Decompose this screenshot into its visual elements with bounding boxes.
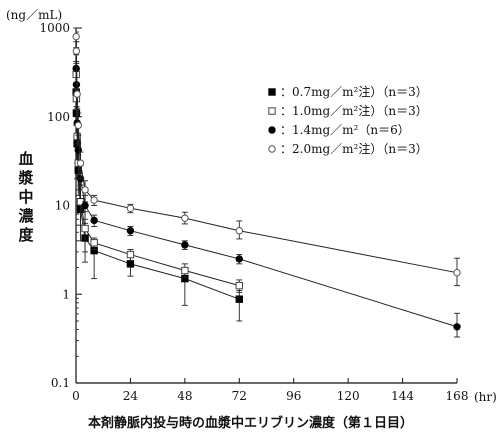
data-point [81,224,89,233]
data-point [126,204,135,212]
y-tick-label: 1 [62,287,70,301]
data-point [181,241,189,249]
y-axis-label: 血漿中濃度 [18,150,34,244]
data-point [235,227,243,235]
legend-entry: ：1.4mg／m²（n＝6） [280,123,410,137]
data-point [81,201,89,210]
data-point [90,239,98,247]
data-point [126,260,135,268]
data-point [90,216,98,225]
legend-entry: ：1.0mg／m²注）（n＝3） [280,103,428,118]
data-point [73,90,81,98]
data-point [235,295,243,303]
data-point [72,80,81,89]
x-tick-label: 0 [72,389,80,403]
data-point [453,268,461,277]
legend-marker [268,145,276,153]
data-point [81,186,89,194]
x-axis-label: 本剤静脈内投与時の血漿中エリブリン濃度（第１日目） [87,416,413,431]
series-line-2 [75,74,240,287]
data-point [74,121,82,130]
data-point [126,250,135,259]
x-tick-label: 120 [337,389,360,403]
legend-entry: ：2.0mg／m²注）（n＝3） [280,141,428,156]
data-point [90,196,98,204]
y-axis-unit: (ng／mL) [6,8,63,22]
data-point [72,32,80,41]
x-tick-label: 168 [446,389,469,403]
x-tick-label: 24 [123,389,139,403]
y-tick-label: 1000 [39,21,70,35]
y-tick-label: 100 [47,110,70,124]
legend-marker [268,88,276,96]
x-tick-label: 96 [286,389,301,403]
x-tick-label: 144 [391,389,414,403]
x-axis-unit: (hr) [474,390,497,404]
data-point [235,281,243,290]
y-tick-label: 10 [55,199,70,213]
data-point [126,227,135,235]
data-point [453,323,461,331]
legend-marker [268,107,276,115]
x-tick-label: 72 [232,389,247,403]
data-point [76,159,85,167]
legend-entry: ：0.7mg／m²注）（n＝3） [280,84,428,99]
data-point [72,47,81,55]
series-line-1 [75,92,240,300]
data-point [181,214,189,222]
x-tick-label: 48 [177,389,192,403]
legend-marker [268,126,276,134]
y-tick-label: 0.1 [51,376,70,390]
data-point [181,266,189,275]
data-point [235,255,243,263]
